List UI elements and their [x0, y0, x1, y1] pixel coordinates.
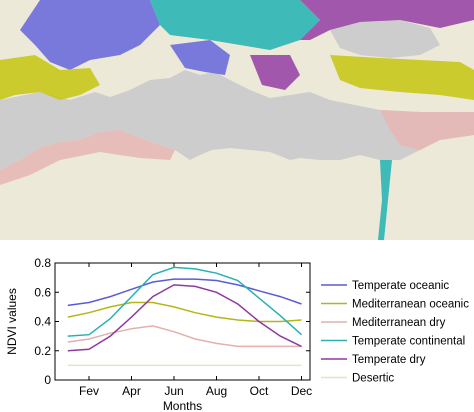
map-class-temperate-oceanic — [170, 40, 230, 75]
x-tick-label: Aug — [206, 384, 227, 398]
y-tick-label: 0.6 — [34, 285, 51, 299]
map-class-temperate-oceanic — [20, 0, 160, 70]
x-tick-label: Fev — [79, 384, 99, 398]
series-lines — [67, 266, 303, 367]
x-tick-label: Dec — [291, 384, 312, 398]
map-class-mediterranean-dry — [0, 130, 175, 185]
vegetation-map — [0, 0, 474, 240]
x-tick-label: Oct — [250, 384, 269, 398]
map-class-temperate-continental — [150, 0, 320, 50]
series-line — [67, 284, 302, 352]
series-line — [67, 325, 302, 348]
series-line — [67, 278, 302, 307]
map-class-mediterranean-dry — [380, 110, 474, 150]
y-axis-title: NDVI values — [5, 288, 19, 355]
ndvi-chart: 0 0.2 0.4 0.6 0.8 Fev Apr Jun Aug Oct Dec NDVI va… — [5, 256, 471, 412]
map-class-temperate-continental — [378, 160, 392, 240]
map-class-temperate-dry — [300, 0, 474, 40]
x-axis: Fev Apr Jun Aug Oct Dec — [79, 263, 312, 398]
map-sea — [0, 70, 474, 170]
y-tick-label: 0.8 — [34, 256, 51, 270]
map-class-mediterranean-oceanic — [330, 55, 474, 100]
series-line — [67, 266, 303, 337]
legend: Temperate oceanic Mediterranean oceanic Me… — [321, 280, 469, 385]
y-tick-label: 0.4 — [34, 315, 51, 329]
legend-label: Mediterranean oceanic — [352, 299, 469, 311]
y-tick-label: 0.2 — [34, 344, 51, 358]
x-tick-label: Jun — [164, 384, 183, 398]
y-tick-label: 0 — [44, 373, 51, 387]
legend-label: Mediterranean dry — [352, 317, 446, 329]
x-tick-label: Apr — [122, 384, 141, 398]
legend-label: Temperate oceanic — [352, 280, 449, 292]
legend-label: Temperate continental — [352, 336, 465, 348]
map-class-temperate-dry — [250, 55, 300, 90]
map-class-mediterranean-oceanic — [0, 55, 100, 100]
legend-box — [317, 274, 471, 386]
series-line — [67, 301, 302, 323]
x-axis-title: Months — [163, 399, 202, 412]
legend-label: Desertic — [352, 373, 394, 385]
legend-label: Temperate dry — [352, 354, 426, 366]
map-black-sea — [330, 20, 440, 58]
y-axis: 0 0.2 0.4 0.6 0.8 — [34, 256, 310, 387]
